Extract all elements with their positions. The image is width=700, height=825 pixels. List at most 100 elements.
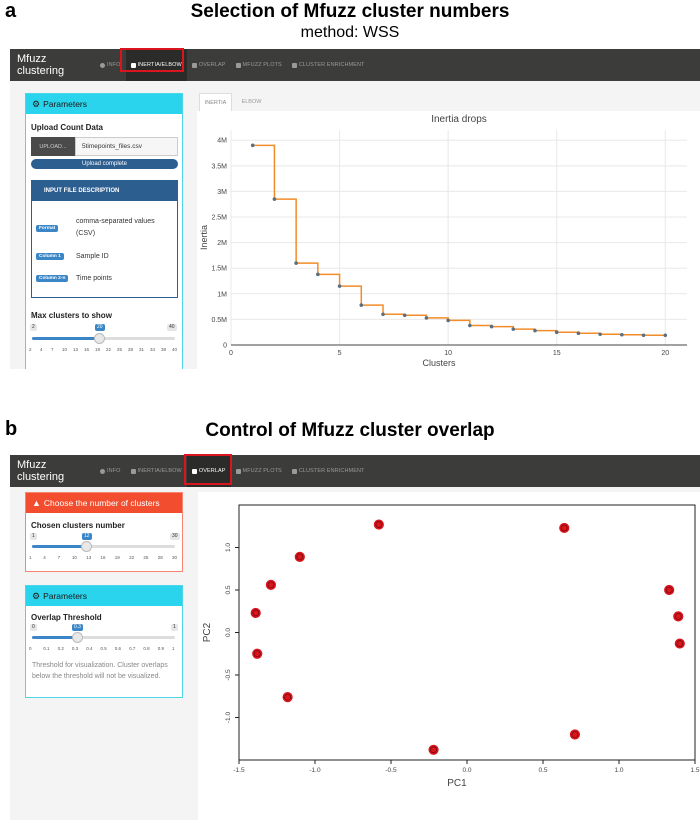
y-tick-label: 0.0 [225, 628, 232, 637]
inertia-point [337, 284, 342, 288]
inertia-point [554, 330, 559, 335]
y-tick-label: 2M [217, 240, 227, 247]
app-brand[interactable]: Mfuzz clustering [17, 459, 65, 483]
slider-tick-label: 10 [71, 555, 77, 560]
cluster-point [676, 640, 684, 647]
chosen-clusters-label: Chosen clusters number [31, 521, 125, 530]
column2n-text: Time points [76, 275, 112, 282]
upload-label: Upload Count Data [31, 123, 103, 132]
inertia-point [424, 316, 429, 320]
panel-b-title: Control of Mfuzz cluster overlap [205, 420, 495, 441]
inertia-point [511, 327, 516, 331]
cluster-point [571, 731, 579, 738]
inertia-point [489, 324, 494, 329]
gears-icon: ⚙ [32, 98, 41, 109]
tab-inertia[interactable]: INERTIA [199, 93, 232, 111]
slider-max: 1 [171, 624, 178, 631]
main-panel: INERTIA ELBOW 0 0.5M 1M 1.5M 2M 2.5M 3M 3.5M 4M 0… [197, 93, 700, 369]
app-brand[interactable]: Mfuzz clustering [17, 53, 65, 77]
inertia-plot-container: 0 0.5M 1M 1.5M 2M 2.5M 3M 3.5M 4M 0 5 10 15 20 Inertia… [197, 111, 700, 369]
tab-overlap[interactable]: OVERLAP [187, 49, 231, 81]
slider-tick-label: 0.2 [57, 646, 64, 651]
chart-icon [191, 62, 197, 68]
slider-min: 2 [30, 324, 37, 331]
overlap-plot-container: -1.5 -1.0 -0.5 0.0 0.5 1.0 1.5 -1.0 -0.5 0.0 0.5 1.… [198, 492, 700, 820]
overlap-slider-fill [32, 636, 77, 639]
upload-button[interactable]: UPLOAD... [31, 137, 75, 156]
format-text: comma-separated values (CSV) [76, 218, 155, 237]
tab-overlap[interactable]: OVERLAP [186, 455, 231, 487]
slider-value: 0.3 [72, 624, 83, 631]
slider-value: 20 [95, 324, 105, 331]
info-icon [100, 468, 105, 474]
overlap-slider-track[interactable] [32, 636, 175, 639]
tab-inertia-elbow[interactable]: INERTIA/ELBOW [125, 49, 187, 81]
x-tick-label: -1.5 [233, 767, 245, 774]
cluster-point [284, 693, 292, 701]
x-tick-label: 0.0 [462, 767, 471, 774]
parameters-card: ⚙ Parameters Upload Count Data UPLOAD...… [25, 93, 183, 369]
y-tick-label: 3M [217, 189, 227, 196]
inertia-point [598, 332, 602, 337]
slider-max: 40 [167, 324, 177, 331]
clusters-slider-handle[interactable] [81, 541, 92, 552]
y-tick-label: 0.5 [225, 585, 232, 594]
overlap-slider-handle[interactable] [72, 632, 83, 643]
slider-tick-label: 22 [106, 347, 112, 352]
chart-icon [130, 62, 136, 68]
slider-tick-label: 7 [51, 347, 54, 352]
slider-ticks: 2 4 7 10 13 16 19 22 25 28 31 34 38 40 [29, 347, 177, 355]
input-file-description: INPUT FILE DESCRIPTION Format comma-sepa… [31, 180, 178, 298]
plot-frame [238, 504, 696, 761]
slider-min: 0 [30, 624, 37, 631]
slider-tick-label: 0.6 [114, 646, 122, 651]
tab-inertia-elbow[interactable]: INERTIA/ELBOW [126, 455, 187, 487]
inertia-point [250, 143, 255, 148]
slider-ticks: 0 0.1 0.2 0.3 0.4 0.5 0.6 0.7 0.8 0.9 1 [29, 646, 175, 654]
tab-cluster-enrichment[interactable]: CLUSTER ENRICHMENT [287, 455, 370, 487]
tab-mfuzz-plots[interactable]: MFUZZ PLOTS [231, 49, 287, 81]
y-tick-label: -1.0 [225, 712, 232, 724]
y-tick-label: 4M [217, 138, 227, 145]
cluster-point [296, 553, 304, 561]
y-tick-label: 3.5M [211, 163, 227, 170]
pca-chart: -1.5 -1.0 -0.5 0.0 0.5 1.0 1.5 -1.0 -0.5 0.0 0.5 1.… [202, 504, 700, 789]
slider-tick-label: 30 [172, 555, 178, 560]
slider-tick-label: 13 [73, 347, 79, 352]
y-tick-label: 2.5M [211, 215, 227, 222]
slider-tick-label: 16 [84, 347, 90, 352]
tab-info[interactable]: INFO [95, 455, 126, 487]
slider-tick-label: 7 [57, 555, 61, 560]
y-tick-label: 1.0 [225, 543, 232, 552]
clusters-slider-track[interactable] [32, 545, 175, 548]
slider-tick-label: 19 [114, 555, 120, 560]
slider-tick-label: 13 [86, 555, 92, 560]
y-axis-label: Inertia [199, 225, 209, 250]
slider-tick-label: 16 [100, 555, 106, 560]
inertia-point [641, 333, 646, 338]
tab-mfuzz-plots[interactable]: MFUZZ PLOTS [231, 455, 287, 487]
tab-cluster-enrichment[interactable]: CLUSTER ENRICHMENT [287, 49, 370, 81]
chart-icon [235, 468, 241, 474]
file-name-field[interactable]: 5timepoints_files.csv [75, 137, 178, 156]
parameters-header: ⚙ Parameters [26, 586, 182, 606]
column1-tag: Column 1 [36, 253, 64, 260]
max-clusters-slider-handle[interactable] [94, 333, 105, 344]
slider-tick-label: 1 [172, 646, 175, 651]
y-tick-label: 1.5M [211, 266, 227, 273]
slider-tick-label: 0.1 [43, 646, 50, 651]
x-tick-label: -0.5 [385, 767, 397, 774]
overlap-parameters-card: ⚙ Parameters Overlap Threshold 0 1 0.3 0… [25, 585, 183, 698]
app-screenshot-a: Mfuzz clustering INFO INERTIA/ELBOW OVER… [10, 48, 700, 369]
slider-tick-label: 1 [29, 555, 32, 560]
slider-tick-label: 0.7 [129, 646, 136, 651]
x-tick-label: -1.0 [309, 767, 321, 774]
x-axis-label: Clusters [422, 358, 456, 368]
column2n-tag: Column 2-n [36, 275, 69, 282]
inertia-point [359, 303, 364, 307]
cluster-point [253, 650, 261, 658]
tab-info[interactable]: INFO [95, 49, 126, 81]
tab-elbow[interactable]: ELBOW [241, 99, 262, 105]
inertia-point [381, 312, 385, 317]
slider-tick-label: 10 [62, 347, 68, 352]
